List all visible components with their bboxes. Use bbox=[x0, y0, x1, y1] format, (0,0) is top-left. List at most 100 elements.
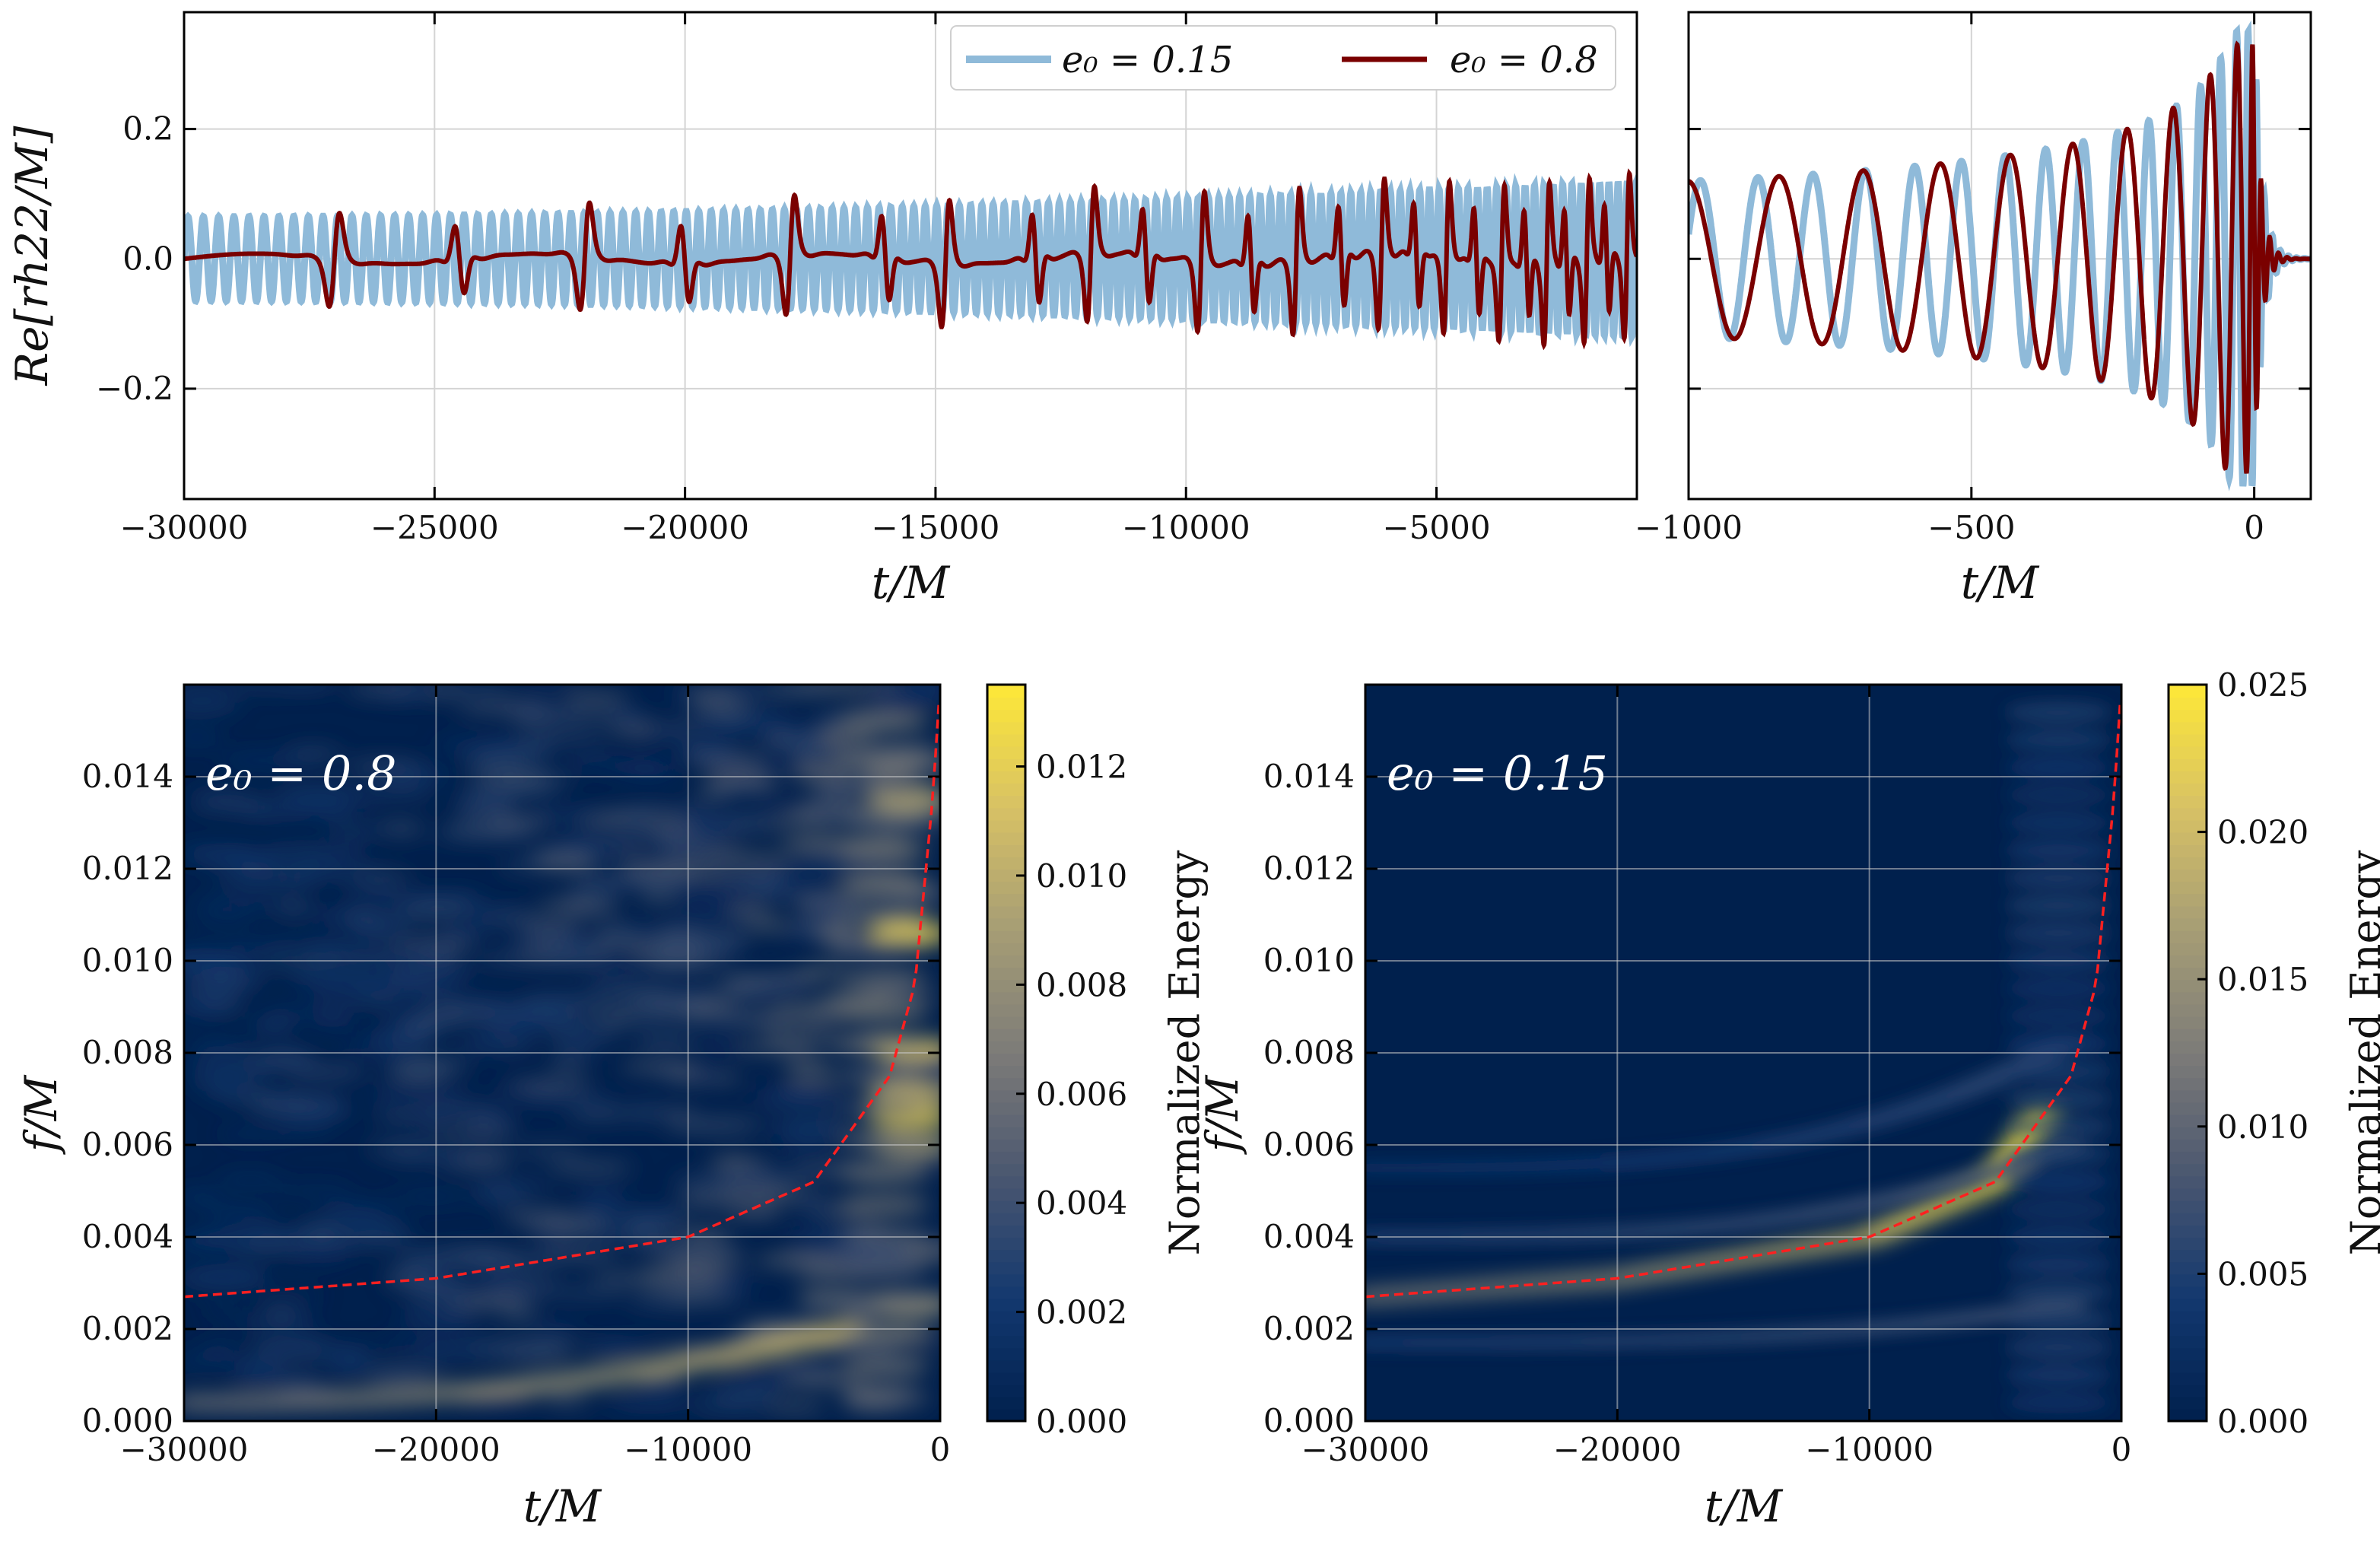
x-tick-label: −30000 bbox=[1301, 1431, 1430, 1468]
spectrogram-e08-panel: −30000 −20000 −10000 00.0000.0020.0040.0060… bbox=[15, 683, 1209, 1532]
series-e08 bbox=[1689, 40, 2311, 474]
heat-cell bbox=[793, 1203, 841, 1213]
colorbar-segment bbox=[2169, 1408, 2207, 1422]
heat-cell bbox=[347, 685, 417, 695]
panel-annotation: e₀ = 0.8 bbox=[205, 746, 397, 801]
x-tick-label: −5000 bbox=[1383, 509, 1491, 546]
y-tick-label: 0.012 bbox=[82, 850, 173, 887]
legend-label-e08: e₀ = 0.8 bbox=[1450, 39, 1598, 81]
colorbar-segment bbox=[987, 856, 1025, 870]
colorbar-segment bbox=[2169, 1163, 2207, 1177]
frequency-track bbox=[1365, 704, 2121, 1299]
heat-cell bbox=[901, 685, 940, 691]
y-axis-label: f/M bbox=[15, 1074, 67, 1155]
colorbar-segment bbox=[987, 807, 1025, 821]
heat-cell bbox=[839, 1292, 931, 1311]
y-tick-label: 0.008 bbox=[1263, 1034, 1355, 1071]
heat-cell bbox=[837, 1250, 916, 1261]
heat-cell bbox=[236, 875, 317, 886]
heat-cell bbox=[184, 1004, 222, 1016]
heat-cell bbox=[2005, 1364, 2112, 1386]
y-tick-label: 0.012 bbox=[1263, 850, 1355, 887]
heat-cell bbox=[375, 768, 450, 782]
heat-cell bbox=[386, 1153, 444, 1161]
heat-cell bbox=[237, 1244, 299, 1252]
x-tick-label: 0 bbox=[930, 1431, 951, 1468]
x-axis-label: t/M bbox=[523, 1480, 602, 1532]
heat-cell bbox=[860, 685, 903, 691]
heat-cell bbox=[519, 685, 584, 690]
heat-cell bbox=[643, 928, 705, 940]
colorbar-segment bbox=[987, 917, 1025, 931]
colorbar-segment bbox=[2169, 1347, 2207, 1361]
colorbar-segment bbox=[987, 1003, 1025, 1017]
colorbar-segment bbox=[2169, 1077, 2207, 1091]
heat-cell bbox=[784, 1121, 836, 1130]
colorbar-segment bbox=[2169, 795, 2207, 809]
x-tick-label: 0 bbox=[2111, 1431, 2132, 1468]
colorbar-segment bbox=[987, 1408, 1025, 1422]
heat-cell bbox=[839, 970, 931, 989]
heat-cell bbox=[762, 1402, 827, 1412]
heat-cell bbox=[647, 1242, 741, 1257]
heat-cell bbox=[750, 1089, 842, 1102]
y-tick-label: 0.000 bbox=[1263, 1402, 1355, 1439]
heat-cell bbox=[547, 1162, 633, 1174]
heat-cell bbox=[783, 1073, 847, 1081]
heat-cell bbox=[497, 1305, 539, 1320]
y-tick-label: 0.002 bbox=[82, 1310, 173, 1347]
heat-cell bbox=[331, 1347, 377, 1359]
heat-cell bbox=[500, 933, 600, 943]
heat-cell bbox=[664, 914, 757, 923]
heat-cell bbox=[544, 1395, 590, 1406]
x-tick-label: −20000 bbox=[372, 1431, 500, 1468]
waveform-merger-panel: −1000 −500 0 t/M bbox=[1635, 11, 2312, 609]
heat-cell bbox=[839, 1388, 931, 1407]
heat-cell bbox=[744, 1320, 837, 1330]
heat-cell bbox=[860, 762, 940, 772]
colorbar-segment bbox=[987, 1089, 1025, 1103]
colorbar-segment bbox=[2169, 1372, 2207, 1385]
colorbar-segment bbox=[2169, 991, 2207, 1005]
legend-box bbox=[950, 25, 1616, 91]
heat-cell bbox=[839, 937, 931, 956]
heat-cell bbox=[426, 969, 478, 981]
heat-cell bbox=[839, 1195, 931, 1214]
y-tick-label: 0.014 bbox=[82, 758, 173, 795]
heat-cell bbox=[685, 1069, 726, 1080]
colorbar-segment bbox=[2169, 721, 2207, 735]
colorbar-segment bbox=[987, 1187, 1025, 1201]
colorbar-segment bbox=[2169, 1384, 2207, 1397]
colorbar-tick-label: 0.012 bbox=[1036, 749, 1127, 786]
colorbar-segment bbox=[2169, 1003, 2207, 1017]
y-tick-label: 0.006 bbox=[1263, 1126, 1355, 1163]
heat-cell bbox=[755, 685, 831, 695]
heat-cell bbox=[735, 1044, 817, 1054]
colorbar-segment bbox=[987, 844, 1025, 857]
heat-cell bbox=[532, 1323, 581, 1333]
heat-cell bbox=[527, 848, 593, 860]
axes-frame bbox=[183, 683, 942, 1423]
heat-cell bbox=[441, 685, 513, 692]
heat-cell bbox=[366, 1144, 437, 1154]
heat-cell bbox=[201, 1304, 247, 1313]
heat-cell bbox=[846, 698, 940, 707]
heat-cell bbox=[2005, 1198, 2112, 1220]
colorbar-tick-label: 0.010 bbox=[2217, 1108, 2309, 1146]
colorbar-segment bbox=[2169, 1273, 2207, 1287]
heat-cell bbox=[584, 968, 633, 982]
heat-cell bbox=[552, 1216, 606, 1229]
heat-cell bbox=[2005, 895, 2112, 917]
heat-cell bbox=[466, 1114, 518, 1127]
waveform-long-panel: −30000 −25000 −20000 −15000 −10000 −5000 −0.2 0… bbox=[6, 11, 1638, 609]
heat-cell bbox=[593, 810, 691, 820]
colorbar-frame bbox=[986, 683, 1027, 1423]
heat-cell bbox=[228, 1317, 303, 1329]
heat-cell bbox=[462, 1294, 526, 1306]
colorbar-segment bbox=[2169, 1359, 2207, 1373]
colorbar-segment bbox=[2169, 1286, 2207, 1299]
x-tick-label: 0 bbox=[2244, 509, 2264, 546]
colorbar-tick-label: 0.025 bbox=[2217, 666, 2309, 704]
heat-cell bbox=[776, 814, 840, 825]
